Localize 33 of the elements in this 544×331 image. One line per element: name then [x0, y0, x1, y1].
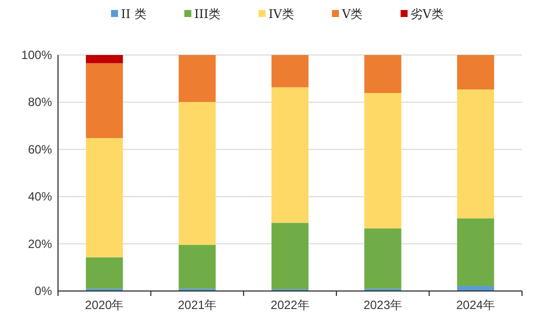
bar — [457, 89, 494, 218]
bar — [272, 87, 308, 223]
x-tick-label: 2020年 — [85, 298, 124, 312]
legend-label: IV类 — [268, 7, 294, 21]
bar — [457, 286, 494, 291]
y-tick-label: 100% — [21, 48, 52, 62]
legend-label: 劣V类 — [410, 7, 444, 21]
y-tick-label: 80% — [28, 95, 52, 110]
bar — [178, 102, 216, 245]
bar — [457, 55, 494, 90]
bar — [86, 55, 123, 64]
bar — [178, 244, 216, 289]
x-tick-label: 2022年 — [270, 298, 310, 312]
legend-label: III类 — [194, 7, 221, 21]
y-tick-label: 0% — [34, 284, 52, 298]
bar — [272, 222, 308, 290]
bar — [364, 228, 402, 289]
bar — [86, 257, 123, 289]
bar — [178, 55, 216, 102]
y-tick-label: 20% — [28, 236, 52, 251]
legend-label: II 类 — [121, 7, 146, 21]
bar — [272, 55, 308, 88]
bar — [364, 92, 402, 228]
bar — [86, 138, 123, 258]
legend-label: V类 — [340, 7, 363, 21]
x-tick-label: 2023年 — [363, 298, 402, 312]
bar — [86, 63, 123, 138]
x-tick-label: 2024年 — [456, 298, 495, 312]
y-tick-label: 40% — [28, 190, 52, 204]
y-tick-label: 60% — [28, 142, 52, 156]
bar — [457, 218, 494, 286]
x-tick-label: 2021年 — [178, 298, 217, 312]
bar — [364, 55, 402, 93]
